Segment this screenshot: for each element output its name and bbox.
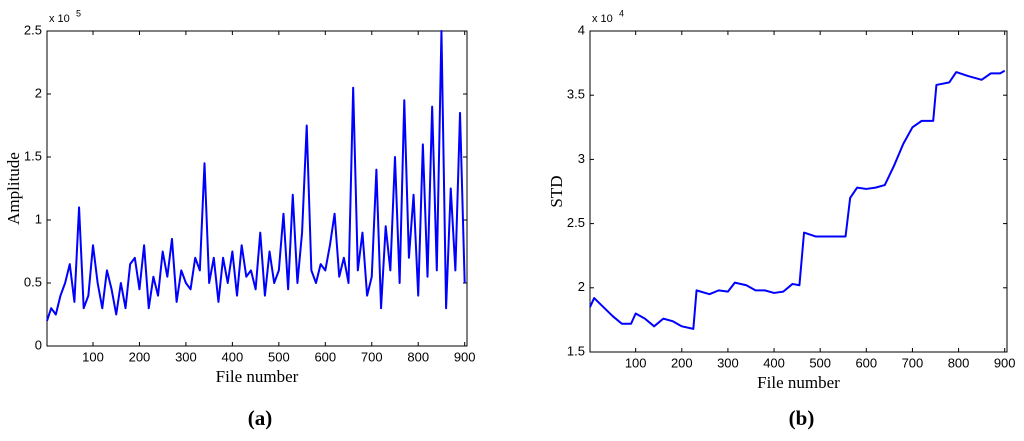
- y-tick-label: 2.5: [24, 22, 42, 37]
- x-tick-label: 800: [407, 349, 429, 364]
- y-tick-label: 2: [578, 279, 585, 294]
- multiplier: x 10: [49, 13, 70, 25]
- multiplier-exponent: 4: [619, 8, 624, 18]
- plot-frame: [589, 30, 1008, 353]
- x-tick-label: 700: [361, 349, 383, 364]
- x-tick-label: 500: [268, 349, 290, 364]
- multiplier-exponent: 5: [76, 8, 81, 18]
- multiplier: x 10: [592, 13, 613, 25]
- x-tick-label: 800: [948, 355, 970, 370]
- plot-frame: [46, 30, 468, 347]
- y-tick-label: 0.5: [24, 274, 42, 289]
- x-tick-label: 300: [175, 349, 197, 364]
- y-tick-label: 1: [35, 211, 42, 226]
- x-tick-label: 400: [222, 349, 244, 364]
- y-tick-label: 2: [35, 85, 42, 100]
- y-tick-label: 3: [578, 151, 585, 166]
- x-tick-label: 200: [129, 349, 151, 364]
- x-tick-label: 100: [625, 355, 647, 370]
- x-tick-label: 600: [855, 355, 877, 370]
- y-tick-label: 0: [35, 337, 42, 352]
- x-tick-label: 900: [454, 349, 476, 364]
- x-axis-label: File number: [757, 373, 840, 392]
- x-tick-label: 300: [717, 355, 739, 370]
- y-tick-label: 4: [578, 22, 585, 37]
- x-tick-label: 900: [994, 355, 1016, 370]
- y-tick-label: 1.5: [567, 343, 585, 358]
- y-tick-label: 2.5: [567, 215, 585, 230]
- x-axis-label: File number: [216, 367, 299, 386]
- caption: (a): [248, 406, 273, 430]
- data-line: [589, 69, 1006, 330]
- caption: (b): [789, 406, 815, 430]
- x-tick-label: 400: [763, 355, 785, 370]
- x-tick-label: 500: [809, 355, 831, 370]
- x-tick-label: 100: [82, 349, 104, 364]
- y-axis-label: Amplitude: [4, 152, 23, 225]
- x-tick-label: 700: [902, 355, 924, 370]
- y-axis-label: STD: [547, 175, 566, 207]
- y-tick-label: 3.5: [567, 87, 585, 102]
- x-tick-label: 200: [671, 355, 693, 370]
- x-tick-label: 600: [314, 349, 336, 364]
- y-tick-label: 1.5: [24, 148, 42, 163]
- data-line: [46, 30, 466, 322]
